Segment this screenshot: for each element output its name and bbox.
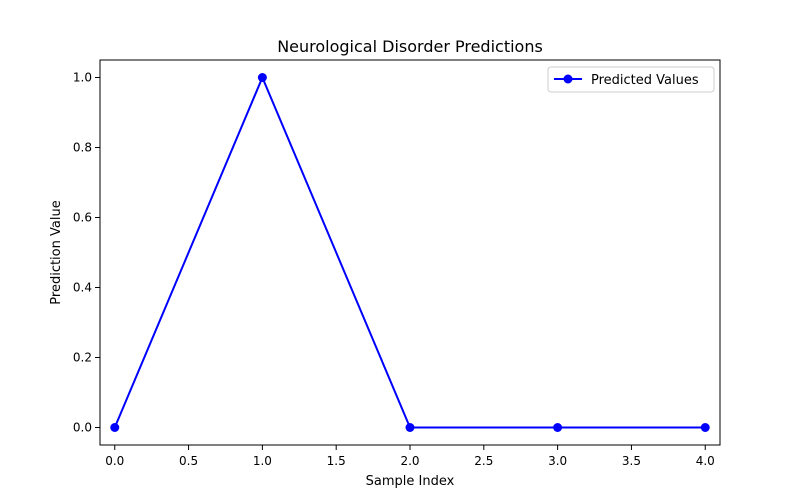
data-point xyxy=(257,73,267,82)
x-tick-label: 4.0 xyxy=(696,454,715,468)
chart-title: Neurological Disorder Predictions xyxy=(277,37,543,56)
legend: Predicted Values xyxy=(547,66,715,93)
y-axis-ticks: 0.0 0.2 0.4 0.6 0.8 1.0 xyxy=(73,71,100,435)
y-tick-label: 1.0 xyxy=(73,71,92,85)
legend-marker-swatch xyxy=(563,74,573,84)
series-layer xyxy=(110,73,710,432)
x-tick-label: 0.0 xyxy=(105,454,124,468)
plot-area-frame xyxy=(99,59,721,446)
x-tick-label: 2.5 xyxy=(474,454,493,468)
y-tick-label: 0.0 xyxy=(73,421,92,435)
x-axis-label: Sample Index xyxy=(366,474,455,489)
y-tick-label: 0.2 xyxy=(73,351,92,365)
legend-label: Predicted Values xyxy=(591,73,699,88)
y-tick-label: 0.4 xyxy=(73,281,92,295)
x-tick-label: 1.5 xyxy=(327,454,346,468)
data-point xyxy=(110,423,120,432)
data-point xyxy=(700,423,710,432)
x-tick-label: 1.0 xyxy=(253,454,272,468)
x-axis-ticks: 0.0 0.5 1.0 1.5 2.0 2.5 3.0 3.5 4.0 xyxy=(105,445,715,468)
y-tick-label: 0.6 xyxy=(73,211,92,225)
x-tick-label: 0.5 xyxy=(179,454,198,468)
legend-box xyxy=(547,66,715,93)
data-point xyxy=(405,423,415,432)
data-point xyxy=(553,423,563,432)
x-tick-label: 3.0 xyxy=(548,454,567,468)
x-tick-label: 2.0 xyxy=(400,454,419,468)
y-tick-label: 0.8 xyxy=(73,141,92,155)
y-axis-label: Prediction Value xyxy=(49,200,64,304)
x-tick-label: 3.5 xyxy=(622,454,641,468)
